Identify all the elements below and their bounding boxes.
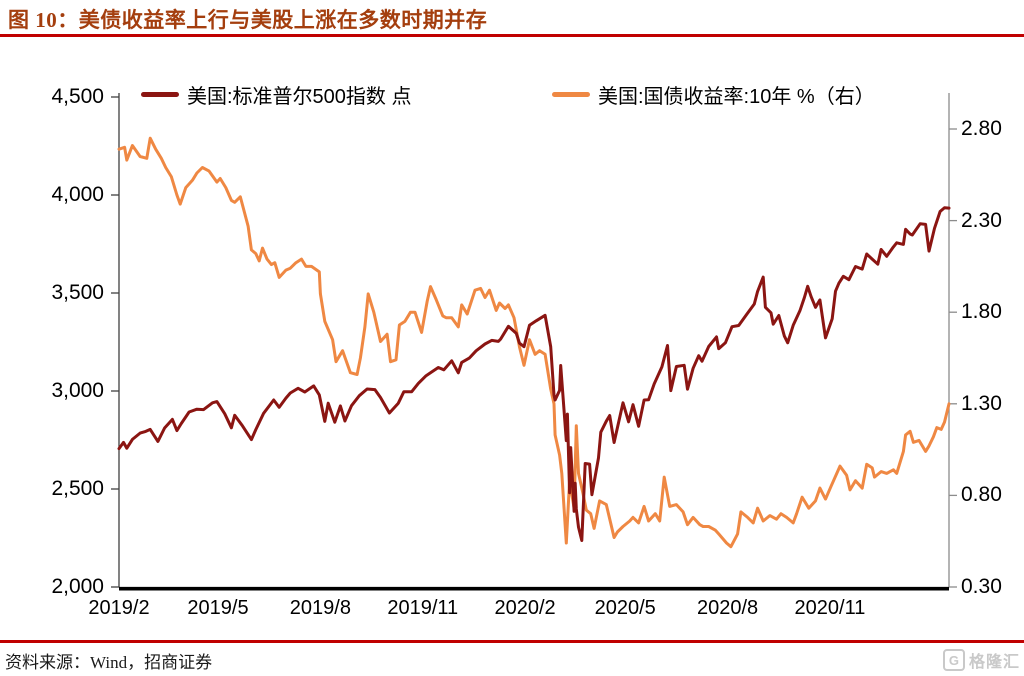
footer-rule	[0, 640, 1024, 643]
legend-label-treasury-yield: 美国:国债收益率:10年 %（右）	[598, 85, 875, 108]
sp500-line	[117, 206, 951, 542]
title-rule	[0, 34, 1024, 37]
gelonghui-logo-icon: G	[942, 649, 965, 671]
legend-label-sp500: 美国:标准普尔500指数 点	[187, 85, 412, 108]
gelonghui-logo: G 格隆汇	[942, 648, 1020, 672]
legend-item-sp500: 美国:标准普尔500指数 点	[141, 82, 412, 108]
figure-title: 图 10：美债收益率上行与美股上涨在多数时期并存	[8, 8, 488, 32]
us10y-line	[117, 136, 951, 549]
legend-item-treasury-yield: 美国:国债收益率:10年 %（右）	[552, 82, 875, 108]
treasury-yield-line-swatch	[552, 91, 590, 97]
source-note: 资料来源：Wind，招商证券	[5, 653, 213, 672]
sp500-line-swatch	[141, 91, 179, 97]
gelonghui-logo-text: 格隆汇	[968, 654, 1020, 671]
chart-legend: 美国:标准普尔500指数 点 美国:国债收益率:10年 %（右）	[0, 82, 1024, 108]
